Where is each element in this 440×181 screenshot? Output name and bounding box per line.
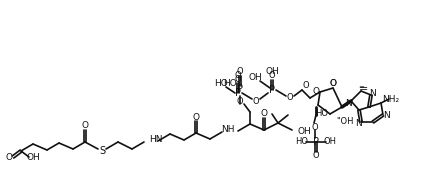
- Text: =: =: [358, 84, 364, 90]
- Text: ''OH: ''OH: [336, 117, 353, 127]
- Text: OH: OH: [26, 153, 40, 163]
- Text: O: O: [330, 79, 337, 89]
- Text: OH: OH: [265, 68, 279, 77]
- Text: S: S: [99, 146, 105, 156]
- Text: OH: OH: [298, 127, 312, 136]
- Text: O: O: [235, 75, 241, 83]
- Text: O: O: [253, 96, 259, 106]
- Text: P: P: [237, 84, 243, 94]
- Text: O: O: [193, 113, 199, 121]
- Text: N: N: [345, 100, 352, 108]
- Text: =: =: [358, 84, 368, 94]
- Text: HO: HO: [296, 138, 308, 146]
- Text: O: O: [269, 71, 275, 81]
- Text: N: N: [355, 119, 361, 127]
- Text: P: P: [313, 137, 319, 147]
- Text: O: O: [303, 81, 309, 89]
- Text: O: O: [330, 79, 337, 89]
- Text: OH: OH: [248, 73, 262, 83]
- Text: P: P: [235, 88, 241, 98]
- Text: O: O: [237, 96, 243, 106]
- Text: NH: NH: [221, 125, 235, 134]
- Text: N: N: [370, 89, 376, 98]
- Text: O: O: [313, 151, 319, 161]
- Text: HN: HN: [149, 136, 162, 144]
- Text: N: N: [384, 111, 390, 121]
- Text: P: P: [269, 85, 275, 95]
- Text: OH: OH: [323, 138, 337, 146]
- Text: O: O: [81, 121, 88, 131]
- Text: HO: HO: [315, 108, 329, 117]
- Text: O: O: [260, 110, 268, 119]
- Text: HO: HO: [223, 79, 237, 89]
- Text: O: O: [312, 123, 318, 132]
- Text: NH₂: NH₂: [382, 96, 400, 104]
- Text: O: O: [287, 94, 293, 102]
- Text: O: O: [312, 87, 319, 96]
- Text: O: O: [237, 68, 243, 77]
- Text: O: O: [235, 71, 241, 81]
- Text: HO: HO: [214, 79, 228, 89]
- Text: O: O: [6, 153, 12, 163]
